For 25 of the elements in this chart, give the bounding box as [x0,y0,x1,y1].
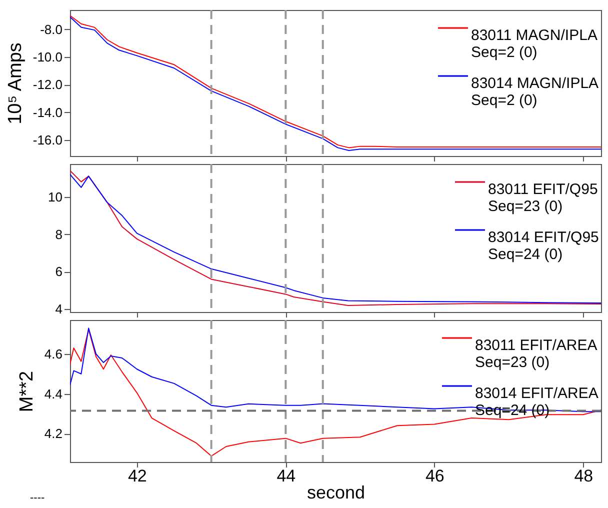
y-tick-label: -10.0 [32,50,62,65]
y-tick-label: 6 [55,264,62,280]
y-tick-label: 4.4 [44,386,62,402]
x-tick-label: 42 [128,466,147,486]
legend-label: 83014 EFIT/Q95 Seq=24 (0) [488,229,599,263]
legend-label: 83011 EFIT/AREA Seq=23 (0) [475,337,598,371]
legend-label: 83011 MAGN/IPLA Seq=2 (0) [471,27,598,61]
x-tick-label: 48 [574,466,594,486]
y-axis-title: 10⁵ Amps [4,42,26,124]
y-tick-label: -14.0 [32,104,62,120]
x-axis-title: second [306,482,366,502]
legend-label: 83011 EFIT/Q95 Seq=23 (0) [488,181,598,215]
y-tick-label: -12.0 [32,77,62,92]
text: ---- [30,492,45,504]
y-tick-label: -8.0 [40,22,62,37]
y-tick-label: 8 [55,226,62,242]
x-tick-label: 44 [276,466,296,486]
legend-label: 83014 MAGN/IPLA Seq=2 (0) [471,75,599,109]
y-tick-label: 10 [48,189,62,204]
y-tick-label: -16.0 [32,132,62,148]
y-tick-label: 4 [55,302,62,317]
y-axis-title: M**2 [16,370,38,412]
y-tick-label: 4.6 [44,346,62,362]
y-tick-label: 4.2 [44,426,62,442]
x-tick-label: 46 [425,466,444,486]
